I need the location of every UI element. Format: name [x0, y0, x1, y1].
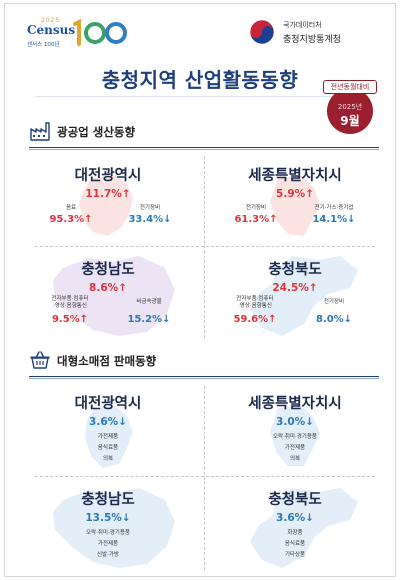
sejong-map-icon — [270, 176, 320, 236]
retail-region-chungnam: 충청남도 13.5%↓ 오락·취미·경기용품 가전제품 신발·가방 — [23, 480, 193, 572]
product-item: 신발·가방 — [97, 552, 119, 558]
retail-horizontal-divider — [35, 476, 375, 477]
item-value: 61.3%↑ — [234, 214, 278, 225]
sejong-map-icon — [270, 406, 320, 466]
mining-region-daejeon: 대전광역시 11.7%↑ 음료 95.3%↑ 전기장비 33.4%↓ — [23, 156, 193, 244]
item-value: 33.4%↓ — [128, 214, 172, 225]
region-name: 충청남도 — [81, 262, 135, 278]
product-item: 화장품 — [287, 530, 303, 536]
retail-region-sejong: 세종특별자치시 3.0%↓ 오락·취미·경기용품 가전제품 의복 — [210, 384, 380, 474]
mining-region-chungnam: 충청남도 8.6%↑ 전자부품·컴퓨터 ·영상·음향통신 9.5%↑ 비금속광물… — [23, 250, 193, 340]
census-logo: 2025 Census 센서스 100년 — [27, 16, 137, 50]
retail-region-daejeon: 대전광역시 3.6%↓ 가전제품 음식료품 의복 — [23, 384, 193, 474]
section-rule — [29, 147, 379, 148]
item-label: 전기·가스·증기업 — [314, 205, 354, 211]
chungbuk-map-icon — [250, 488, 358, 568]
region-name: 충청북도 — [268, 492, 322, 508]
census-100-emblem-icon — [73, 18, 127, 46]
item-label: 전기장비 — [245, 205, 267, 211]
statistics-office-logo: 국가데이터처 충청지방통계청 — [231, 18, 381, 48]
item-label: 전기장비 — [323, 299, 345, 305]
region-rate: 24.5%↑ — [272, 282, 318, 294]
item-value: 9.5%↑ — [51, 314, 89, 325]
section-rule — [29, 376, 379, 377]
product-item: 오락·취미·경기용품 — [273, 434, 317, 440]
daejeon-map-icon — [85, 406, 133, 468]
region-name: 세종특별자치시 — [248, 168, 342, 184]
badge-year: 2025년 — [337, 103, 363, 111]
region-rate: 8.6%↑ — [89, 282, 127, 294]
item-value: 95.3%↑ — [49, 214, 93, 225]
region-name: 충청북도 — [268, 262, 322, 278]
mining-section-title: 광공업 생산동향 — [57, 125, 136, 139]
item-label: 전자부품·컴퓨터 ·영상·음향통신 — [236, 296, 274, 309]
chungnam-map-icon — [53, 488, 175, 568]
page-title: 충청지역 산업활동동향 — [101, 68, 299, 92]
office-name: 충청지방통계청 — [283, 35, 341, 45]
mining-region-chungbuk: 충청북도 24.5%↑ 전자부품·컴퓨터 ·영상·음향통신 59.6%↑ 전기장… — [210, 250, 380, 340]
retail-region-chungbuk: 충청북도 3.6%↓ 화장품 음식료품 기타상품 — [210, 480, 380, 572]
region-name: 세종특별자치시 — [248, 396, 342, 412]
product-item: 가전제품 — [97, 434, 119, 440]
agency-name: 국가데이터처 — [283, 21, 322, 29]
region-rate: 13.5%↓ — [85, 512, 131, 524]
region-name: 대전광역시 — [74, 168, 142, 184]
retail-vertical-divider — [204, 386, 205, 570]
section-rule-thin — [29, 378, 379, 379]
region-rate: 3.0%↓ — [276, 416, 314, 428]
mining-section-header: 광공업 생산동향 — [29, 120, 379, 150]
item-value: 15.2%↓ — [127, 314, 171, 325]
census-wordmark: Census — [27, 23, 76, 37]
title-divider — [35, 96, 365, 97]
mining-horizontal-divider — [35, 246, 375, 247]
section-rule-thin — [29, 149, 379, 150]
shopping-basket-icon — [30, 351, 50, 369]
region-rate: 3.6%↓ — [276, 512, 314, 524]
product-item: 오락·취미·경기용품 — [86, 530, 130, 536]
badge-month: 9월 — [340, 114, 360, 128]
chungnam-map-icon — [53, 256, 175, 336]
item-value: 14.1%↓ — [312, 214, 356, 225]
region-name: 충청남도 — [81, 492, 135, 508]
region-rate: 3.6%↓ — [89, 416, 127, 428]
census-subtitle: 센서스 100년 — [27, 42, 60, 48]
mining-vertical-divider — [204, 156, 205, 338]
region-rate: 11.7%↑ — [85, 188, 131, 200]
product-item: 음식료품 — [97, 445, 119, 451]
infographic-frame: 2025 Census 센서스 100년 국가데이터처 충청지방통계청 충청지역… — [4, 3, 396, 577]
mining-region-sejong: 세종특별자치시 5.9%↑ 전기장비 61.3%↑ 전기·가스·증기업 14.1… — [210, 156, 380, 244]
retail-section-title: 대형소매점 판매동향 — [57, 354, 157, 368]
product-item: 음식료품 — [284, 541, 306, 547]
item-label: 전자부품·컴퓨터 ·영상·음향통신 — [51, 296, 89, 309]
factory-icon — [30, 122, 50, 141]
chungbuk-map-icon — [250, 256, 358, 336]
census-year: 2025 — [41, 17, 61, 24]
item-label: 음료 — [65, 205, 77, 211]
product-item: 의복 — [102, 456, 114, 462]
item-label: 비금속광물 — [136, 299, 162, 305]
product-item: 기타상품 — [284, 552, 306, 558]
period-badge: 전년동월대비 2025년 9월 — [321, 80, 379, 136]
item-value: 8.0%↓ — [315, 314, 353, 325]
item-label: 전기장비 — [139, 205, 161, 211]
product-item: 의복 — [289, 456, 301, 462]
retail-section-header: 대형소매점 판매동향 — [29, 349, 379, 379]
period-circle: 2025년 9월 — [327, 88, 373, 134]
taegeuk-icon — [249, 19, 275, 45]
product-item: 가전제품 — [97, 541, 119, 547]
daejeon-map-icon — [79, 176, 133, 236]
item-value: 59.6%↑ — [233, 314, 277, 325]
region-name: 대전광역시 — [74, 396, 142, 412]
product-item: 가전제품 — [284, 445, 306, 451]
region-rate: 5.9%↑ — [276, 188, 314, 200]
comparison-tag: 전년동월대비 — [323, 80, 377, 94]
